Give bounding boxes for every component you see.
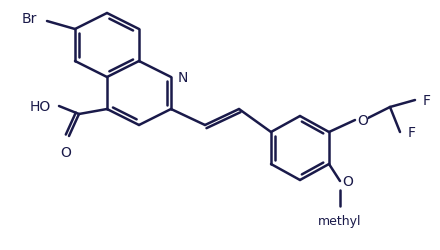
Text: Br: Br <box>22 12 37 26</box>
Text: N: N <box>178 71 188 85</box>
Text: F: F <box>408 126 416 140</box>
Text: O: O <box>61 146 71 159</box>
Text: F: F <box>423 94 431 108</box>
Text: HO: HO <box>30 100 51 114</box>
Text: O: O <box>357 114 368 128</box>
Text: methyl: methyl <box>318 214 362 227</box>
Text: O: O <box>342 174 353 188</box>
